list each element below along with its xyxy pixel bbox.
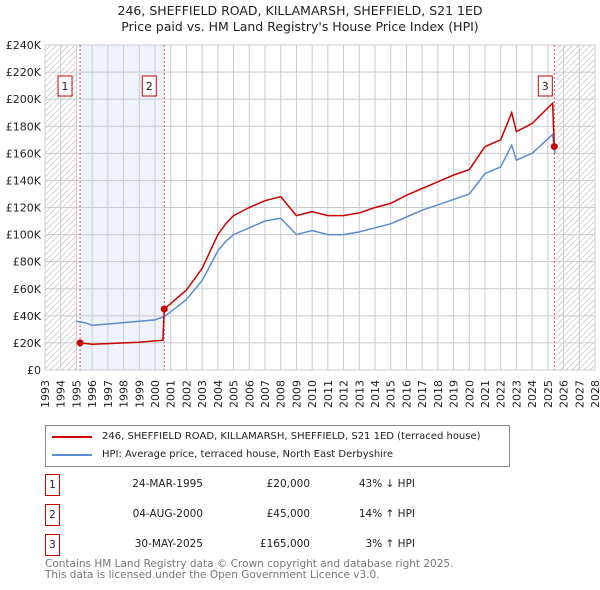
- sale-label-text: 3: [542, 80, 549, 93]
- y-tick-label: £0: [27, 364, 41, 377]
- footer-line-2: This data is licensed under the Open Gov…: [45, 569, 380, 581]
- sale-label-2: 2: [141, 75, 157, 97]
- x-tick-label: 2002: [180, 380, 193, 408]
- x-tick-label: 2010: [306, 380, 319, 408]
- sale-label-3: 3: [537, 75, 553, 97]
- price-chart: 1993 1994 1995 1996 1997 1998 1999 2000 2001 2002…: [6, 39, 600, 408]
- x-tick-label: 2004: [212, 380, 225, 408]
- transaction-date: 30-MAY-2025: [134, 538, 203, 550]
- sale-label-box: [57, 75, 73, 97]
- x-tick-label: 2028: [589, 380, 600, 408]
- sale-label-box: [537, 75, 553, 97]
- footer-line-1: Contains HM Land Registry data © Crown c…: [45, 558, 454, 570]
- chart-subtitle: Price paid vs. HM Land Registry's House …: [121, 19, 479, 34]
- transaction-price: £20,000: [266, 478, 310, 490]
- sale-point: [76, 339, 84, 347]
- legend-blue-line: [52, 453, 92, 456]
- x-tick-label: 1996: [86, 380, 99, 408]
- legend-blue-label: HPI: Average price, terraced house, Nort…: [102, 449, 393, 460]
- x-tick-label: 2011: [322, 380, 335, 408]
- transaction-hpi: 3% ↑ HPI: [365, 538, 415, 550]
- x-tick-label: 2006: [243, 380, 256, 408]
- legend-red-label: 246, SHEFFIELD ROAD, KILLAMARSH, SHEFFIE…: [102, 431, 481, 442]
- x-tick-label: 1995: [70, 380, 83, 408]
- sale-label-text: 1: [62, 80, 69, 93]
- x-tick-label: 2009: [290, 380, 303, 408]
- transaction-row: 2 04-AUG-2000 £45,000 14% ↑ HPI: [45, 504, 445, 528]
- y-tick-label: £100K: [6, 229, 42, 242]
- transaction-hpi: 14% ↑ HPI: [358, 508, 415, 520]
- x-tick-label: 2012: [338, 380, 351, 408]
- y-tick-label: £80K: [13, 256, 42, 269]
- y-tick-label: £20K: [13, 337, 42, 350]
- x-tick-label: 1994: [55, 380, 68, 408]
- sale-point: [160, 305, 168, 313]
- x-tick-label: 2014: [369, 380, 382, 408]
- x-tick-label: 2000: [149, 380, 162, 408]
- sale-label-text: 2: [146, 80, 153, 93]
- y-tick-label: £40K: [13, 310, 42, 323]
- transaction-price: £165,000: [259, 538, 310, 550]
- y-tick-label: £220K: [6, 66, 42, 79]
- transaction-date: 04-AUG-2000: [132, 508, 203, 520]
- y-tick-label: £180K: [6, 120, 42, 133]
- y-tick-label: £240K: [6, 39, 42, 52]
- x-tick-label: 2021: [479, 380, 492, 408]
- plot-border: [44, 44, 596, 371]
- y-tick-label: £140K: [6, 174, 42, 187]
- footer: Contains HM Land Registry data © Crown c…: [45, 559, 453, 581]
- transaction-price: £45,000: [266, 508, 310, 520]
- sale-label-box: [141, 75, 157, 97]
- x-tick-label: 2003: [196, 380, 209, 408]
- x-tick-label: 2005: [228, 380, 241, 408]
- sale-point: [550, 143, 558, 151]
- legend-red-line: [52, 435, 92, 438]
- x-tick-label: 2007: [259, 380, 272, 408]
- x-tick-label: 2022: [495, 380, 508, 408]
- y-tick-label: £200K: [6, 93, 42, 106]
- x-tick-label: 2008: [275, 380, 288, 408]
- x-tick-label: 2015: [385, 380, 398, 408]
- marker-badge: 2: [45, 504, 60, 526]
- transaction-row: 3 30-MAY-2025 £165,000 3% ↑ HPI: [45, 534, 445, 558]
- chart-title: 246, SHEFFIELD ROAD, KILLAMARSH, SHEFFIE…: [117, 3, 483, 18]
- transaction-date: 24-MAR-1995: [132, 478, 203, 490]
- transaction-row: 1 24-MAR-1995 £20,000 43% ↓ HPI: [45, 474, 445, 498]
- x-tick-label: 2019: [448, 380, 461, 408]
- x-tick-label: 2001: [165, 380, 178, 408]
- x-tick-label: 1999: [133, 380, 146, 408]
- x-tick-label: 2024: [526, 380, 539, 408]
- transaction-hpi: 43% ↓ HPI: [358, 478, 415, 490]
- y-tick-label: £60K: [13, 283, 42, 296]
- x-tick-label: 2027: [573, 380, 586, 408]
- x-tick-label: 1998: [118, 380, 131, 408]
- price-series-line: [79, 101, 556, 346]
- sale-label-1: 1: [57, 75, 73, 97]
- x-tick-label: 2013: [353, 380, 366, 408]
- x-tick-label: 1997: [102, 380, 115, 408]
- x-tick-label: 1993: [39, 380, 52, 408]
- x-tick-label: 2023: [510, 380, 523, 408]
- x-tick-label: 2018: [432, 380, 445, 408]
- x-tick-label: 2026: [558, 380, 571, 408]
- legend: 246, SHEFFIELD ROAD, KILLAMARSH, SHEFFIE…: [45, 425, 510, 467]
- x-tick-label: 2020: [463, 380, 476, 408]
- y-tick-label: £160K: [6, 147, 42, 160]
- hpi-series-line: [76, 132, 556, 327]
- x-tick-label: 2025: [542, 380, 555, 408]
- marker-badge: 1: [45, 474, 60, 496]
- x-tick-label: 2016: [400, 380, 413, 408]
- y-tick-label: £120K: [6, 202, 42, 215]
- x-tick-label: 2017: [416, 380, 429, 408]
- marker-badge: 3: [45, 534, 60, 556]
